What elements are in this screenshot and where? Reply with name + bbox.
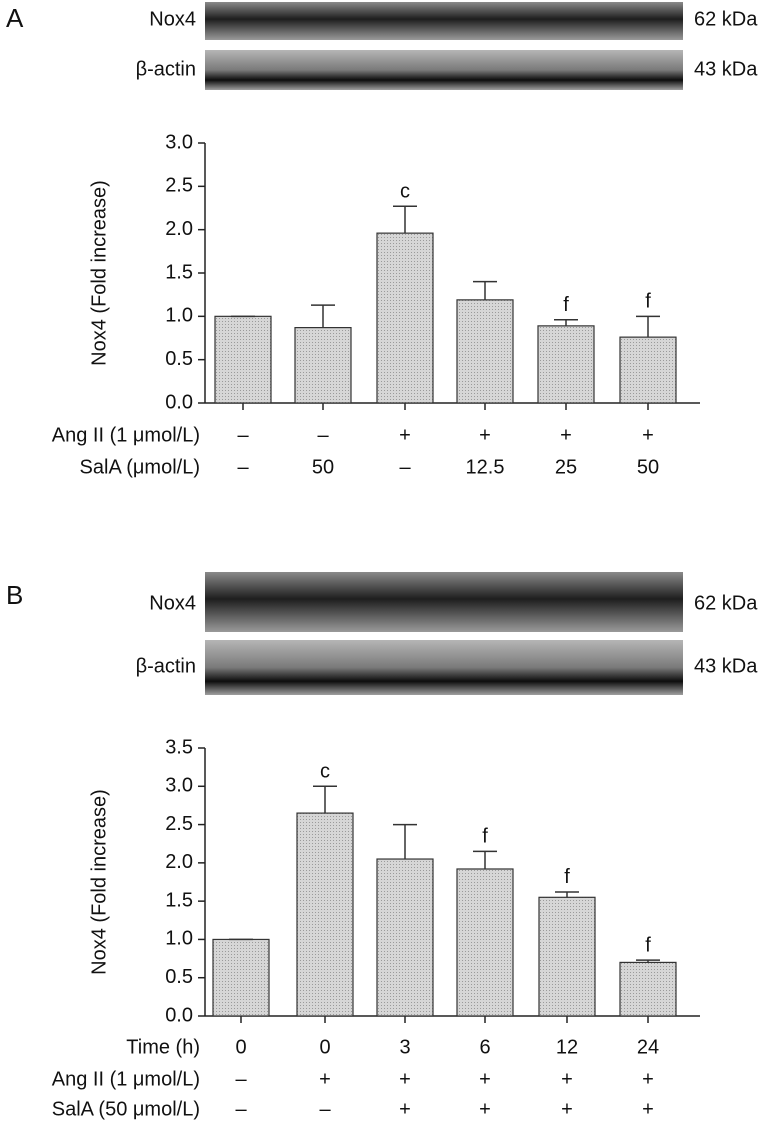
y-tick-label: 3.5: [165, 736, 193, 758]
bar: [376, 232, 434, 404]
y-tick-label: 2.5: [165, 175, 193, 197]
row-value: –: [317, 424, 329, 446]
row-value: 25: [555, 456, 577, 478]
blots: [205, 2, 683, 695]
annotation: c: [320, 761, 330, 783]
bar: [619, 336, 677, 404]
y-tick-label: 3.0: [165, 775, 193, 797]
row-value: 12: [556, 1036, 578, 1058]
row-value: +: [479, 1068, 491, 1090]
row-value: –: [235, 1068, 247, 1090]
bar: [537, 325, 595, 404]
row-value: –: [237, 424, 249, 446]
row-value: +: [560, 424, 572, 446]
panel-letter: A: [6, 3, 24, 33]
row-value: +: [399, 424, 411, 446]
row-value: 6: [479, 1036, 490, 1058]
row-value: +: [399, 1068, 411, 1090]
bar: [456, 299, 514, 404]
y-tick-label: 0.5: [165, 348, 193, 370]
annotation: c: [400, 181, 410, 203]
row-value: 3: [399, 1036, 410, 1058]
row-value: +: [319, 1068, 331, 1090]
y-tick-label: 0.0: [165, 1004, 193, 1026]
blot-size: 43 kDa: [694, 655, 758, 677]
row-value: +: [399, 1098, 411, 1120]
blot-label: β-actin: [136, 655, 196, 677]
bar: [619, 961, 677, 1017]
bar: [296, 812, 354, 1017]
blot-label: Nox4: [149, 8, 196, 30]
panel-letter: B: [6, 580, 23, 610]
y-axis-label: Nox4 (Fold increase): [88, 789, 110, 975]
row-value: +: [561, 1098, 573, 1120]
row-label: SalA (50 μmol/L): [52, 1098, 200, 1120]
annotation: f: [482, 826, 488, 848]
row-label: Ang II (1 μmol/L): [52, 424, 200, 446]
row-value: 50: [637, 456, 659, 478]
row-value: 50: [312, 456, 334, 478]
blot-image: [205, 2, 683, 40]
annotation: f: [645, 934, 651, 956]
bar: [538, 896, 596, 1017]
row-value: 0: [319, 1036, 330, 1058]
blot-label: Nox4: [149, 592, 196, 614]
row-value: –: [235, 1098, 247, 1120]
row-value: 12.5: [466, 456, 505, 478]
row-value: –: [237, 456, 249, 478]
row-value: 24: [637, 1036, 659, 1058]
y-tick-label: 1.5: [165, 261, 193, 283]
bar: [214, 315, 272, 404]
blot-size: 62 kDa: [694, 8, 758, 30]
annotation: f: [563, 294, 569, 316]
annotation: f: [564, 866, 570, 888]
row-label: Ang II (1 μmol/L): [52, 1068, 200, 1090]
y-tick-label: 2.5: [165, 813, 193, 835]
row-label: SalA (μmol/L): [80, 456, 200, 478]
row-value: +: [561, 1068, 573, 1090]
y-tick-label: 1.5: [165, 889, 193, 911]
blot-image: [205, 572, 683, 632]
y-tick-label: 1.0: [165, 305, 193, 327]
bar: [456, 868, 514, 1017]
bar: [212, 938, 270, 1017]
blot-label: β-actin: [136, 58, 196, 80]
bar: [376, 858, 434, 1017]
y-tick-label: 0.5: [165, 966, 193, 988]
row-value: 0: [235, 1036, 246, 1058]
row-label: Time (h): [126, 1036, 200, 1058]
y-axis-label: Nox4 (Fold increase): [88, 180, 110, 366]
row-value: +: [479, 1098, 491, 1120]
row-value: –: [399, 456, 411, 478]
row-value: +: [642, 1068, 654, 1090]
row-value: +: [642, 1098, 654, 1120]
blot-image: [205, 640, 683, 695]
y-tick-label: 0.0: [165, 391, 193, 413]
blot-size: 62 kDa: [694, 592, 758, 614]
y-tick-label: 1.0: [165, 928, 193, 950]
row-value: –: [319, 1098, 331, 1120]
row-value: +: [479, 424, 491, 446]
row-value: +: [642, 424, 654, 446]
y-tick-label: 2.0: [165, 851, 193, 873]
blot-image: [205, 50, 683, 90]
y-tick-label: 3.0: [165, 131, 193, 153]
bar: [294, 327, 352, 404]
annotation: f: [645, 291, 651, 313]
blot-size: 43 kDa: [694, 58, 758, 80]
y-tick-label: 2.0: [165, 218, 193, 240]
